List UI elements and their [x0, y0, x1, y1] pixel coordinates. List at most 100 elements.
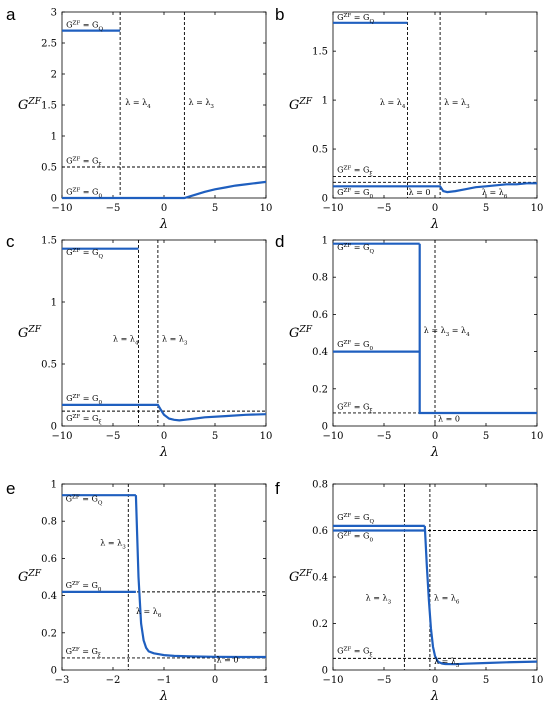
chart-panel-d: d −10 −5 0 5 10 0 0.2 0.4 0.6 0.8 1 λ GZF GZF = GQ GZF … — [275, 232, 543, 460]
x-axis-label: λ — [430, 445, 439, 460]
x-tick-label: 0 — [432, 431, 438, 442]
y-tick-label: 3 — [51, 8, 57, 19]
x-tick-label: 10 — [531, 203, 544, 214]
y-tick-label: 0 — [51, 194, 57, 205]
y-tick-label: 0.8 — [312, 273, 328, 284]
chart-panel-f: f −10 −5 0 5 10 0 0.2 0.4 0.6 0.8 λ GZF GZF = GQ GZF =… — [275, 479, 543, 704]
annotation-label: λ = 0 — [438, 414, 460, 423]
x-tick-label: −10 — [322, 431, 343, 442]
chart-panel-b: b −10 −5 0 5 10 0 0.5 1 1.5 λ GZF GZF = GQ GZF = Gξ GZ… — [275, 5, 543, 232]
chart-panel-c: c −10 −5 0 5 10 0 0.5 1 1.5 λ GZF GZF = GQ GZF = G0 GZ… — [6, 232, 272, 460]
x-tick-label: 1 — [263, 675, 269, 686]
plot-frame — [332, 483, 538, 671]
annotation-label: λ = λ3 = λ4 — [424, 326, 470, 338]
y-tick-label: 1 — [322, 236, 328, 247]
annotation-label: λ = 0 — [408, 188, 430, 197]
series-line-3 — [423, 525, 538, 666]
plot-frame — [61, 483, 267, 671]
series-line-2 — [62, 403, 267, 422]
x-tick-label: 5 — [212, 431, 218, 442]
x-tick-label: −10 — [322, 203, 343, 214]
x-tick-label: 0 — [161, 203, 167, 214]
annotation-label: GZF = GQ — [66, 495, 103, 507]
annotation-label: GZF = Gξ — [66, 647, 101, 659]
annotation-label: GZF = G0 — [337, 532, 373, 544]
annotation-label: λ = λ3 — [366, 593, 392, 605]
y-tick-label: 0 — [51, 422, 57, 433]
x-tick-label: −1 — [157, 675, 172, 686]
y-tick-label: 2 — [51, 70, 57, 81]
panel-letter: d — [275, 232, 284, 251]
panel-letter: e — [6, 479, 15, 498]
plot-frame — [61, 11, 267, 199]
y-tick-label: 1.5 — [41, 236, 57, 247]
y-tick-label: 1 — [51, 298, 57, 309]
annotation-label: GZF = Gξ — [337, 166, 372, 178]
y-tick-label: 0 — [51, 666, 57, 677]
annotation-label: λ = λ4 — [125, 98, 151, 110]
series-line-2 — [62, 180, 267, 200]
x-tick-label: 5 — [483, 675, 489, 686]
y-axis-label: GZF — [18, 97, 42, 113]
annotation-label: GZF = G0 — [337, 188, 373, 200]
annotation-label: λ = λ5 — [434, 657, 460, 669]
x-tick-label: −2 — [106, 675, 121, 686]
x-axis-label: λ — [159, 689, 168, 704]
annotation-label: λ = λ4 — [380, 98, 406, 110]
x-axis-label: λ — [430, 217, 439, 232]
y-tick-label: 0.6 — [312, 526, 328, 537]
x-tick-label: −5 — [377, 203, 392, 214]
x-tick-label: 0 — [432, 203, 438, 214]
y-tick-label: 0.8 — [41, 517, 57, 528]
annotation-label: λ = λ3 — [444, 98, 470, 110]
panel-letter: b — [275, 5, 284, 24]
annotation-label: λ = λ6 — [482, 188, 508, 200]
y-tick-label: 2.5 — [41, 39, 57, 50]
x-tick-label: 5 — [212, 203, 218, 214]
annotation-label: GZF = GQ — [337, 13, 374, 25]
y-tick-label: 0.6 — [41, 554, 57, 565]
y-tick-label: 0.2 — [41, 628, 57, 639]
annotation-label: λ = λ6 — [136, 607, 162, 619]
x-tick-label: −5 — [106, 431, 121, 442]
y-tick-label: 1 — [322, 96, 328, 107]
y-axis-label: GZF — [18, 325, 42, 341]
y-tick-label: 0.5 — [312, 145, 328, 156]
x-tick-label: 10 — [260, 431, 273, 442]
annotation-label: GZF = G0 — [66, 581, 102, 593]
x-tick-label: 10 — [531, 675, 544, 686]
annotation-label: λ = 0 — [217, 656, 239, 665]
annotation-label: λ = λ4 — [113, 335, 139, 347]
annotation-label: GZF = Gξ — [66, 156, 101, 168]
x-tick-label: −10 — [51, 431, 72, 442]
x-tick-label: 0 — [432, 675, 438, 686]
x-tick-label: 10 — [260, 203, 273, 214]
y-tick-label: 0 — [322, 422, 328, 433]
y-axis-label: GZF — [18, 569, 42, 585]
y-tick-label: 0 — [322, 194, 328, 205]
annotation-label: λ = λ3 — [100, 538, 126, 550]
annotation-label: GZF = GQ — [66, 248, 103, 260]
series-line-3 — [134, 495, 266, 659]
chart-panel-e: e −3 −2 −1 0 1 0 0.2 0.4 0.6 0.8 1 λ GZF GZF = GQ GZF =… — [6, 479, 269, 704]
y-tick-label: 0 — [322, 666, 328, 677]
y-tick-label: 0.4 — [41, 591, 57, 602]
y-tick-label: 0.8 — [312, 480, 328, 491]
y-tick-label: 1 — [51, 132, 57, 143]
annotation-label: GZF = Gξ — [337, 402, 372, 414]
x-tick-label: −10 — [322, 675, 343, 686]
y-tick-label: 0.5 — [41, 163, 57, 174]
x-tick-label: 0 — [161, 431, 167, 442]
x-tick-label: −3 — [55, 675, 70, 686]
annotation-label: GZF = G0 — [337, 340, 373, 352]
x-axis-label: λ — [159, 217, 168, 232]
y-axis-label: GZF — [289, 97, 313, 113]
y-tick-label: 0.6 — [312, 310, 328, 321]
y-tick-label: 0.2 — [312, 384, 328, 395]
panel-letter: a — [6, 5, 16, 24]
annotation-label: GZF = Gξ — [337, 647, 372, 659]
y-tick-label: 0.4 — [312, 573, 328, 584]
annotation-label: GZF = GQ — [337, 243, 374, 255]
y-axis-label: GZF — [289, 325, 313, 341]
